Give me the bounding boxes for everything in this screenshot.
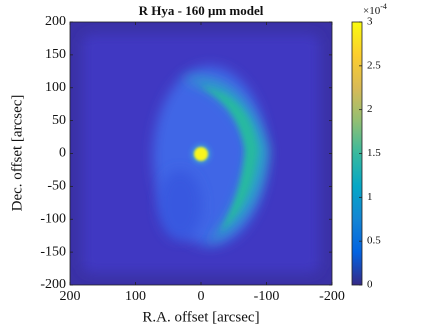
colorbar-tick-label: 0.5 [367, 235, 381, 247]
colorbar-tick-label: 2 [367, 103, 373, 115]
multiplier-base: ×10 [363, 5, 381, 17]
y-tick-label: -200 [40, 277, 66, 292]
colorbar-tick-label: 1 [367, 191, 373, 203]
y-tick-label: -50 [47, 179, 66, 194]
y-tick-label: 50 [52, 113, 66, 128]
x-tick-label: 200 [60, 289, 81, 304]
x-tick-label: 100 [125, 289, 146, 304]
y-tick-label: -150 [40, 244, 66, 259]
colorbar-tick-label: 0 [367, 279, 373, 291]
colorbar-multiplier: ×10-4 [363, 2, 387, 17]
x-tick-label: -200 [319, 289, 345, 304]
image [70, 22, 332, 285]
colorbar-tick-label: 2.5 [367, 59, 381, 71]
x-axis-label: R.A. offset [arcsec] [142, 309, 259, 325]
x-tick-label: -100 [254, 289, 280, 304]
colorbar-tick-label: 1.5 [367, 147, 381, 159]
x-tick-label: 0 [198, 289, 205, 304]
multiplier-exponent: -4 [380, 2, 387, 11]
y-tick-label: 150 [45, 47, 66, 62]
y-tick-label: 0 [59, 146, 66, 161]
y-tick-label: 200 [45, 14, 66, 29]
y-tick-label: 100 [45, 80, 66, 95]
y-axis-label: Dec. offset [arcsec] [9, 95, 25, 212]
colorbar-tick-label: 3 [367, 16, 373, 28]
y-tick-label: -100 [40, 211, 66, 226]
chart-title: R Hya - 160 μm model [139, 3, 264, 18]
